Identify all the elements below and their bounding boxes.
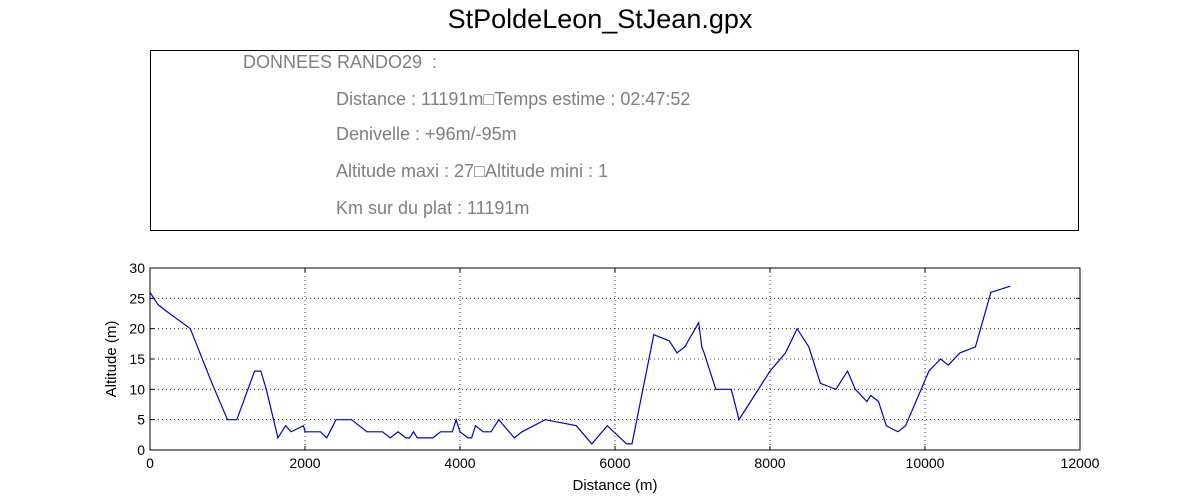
x-tick-label: 2000 — [289, 455, 320, 471]
chart-tick-labels: 0 2000 4000 6000 8000 10000 12000 0 5 10 15 20 25 30 — [129, 260, 1099, 471]
info-denivelle: Denivelle : +96m/-95m — [336, 124, 517, 144]
y-tick-label: 0 — [137, 442, 145, 458]
x-tick-label: 6000 — [599, 455, 630, 471]
x-tick-label: 10000 — [906, 455, 945, 471]
chart-grid — [150, 268, 1080, 450]
x-tick-label: 0 — [146, 455, 154, 471]
x-tick-label: 12000 — [1061, 455, 1100, 471]
y-tick-label: 10 — [129, 381, 145, 397]
info-km-plat: Km sur du plat : 11191m — [336, 198, 530, 218]
plot-frame — [149, 267, 1081, 451]
y-axis-label: Altitude (m) — [103, 321, 120, 398]
altitude-series-line — [149, 285, 1011, 445]
info-altitude: Altitude maxi : 27□Altitude mini : 1 — [336, 161, 608, 181]
x-tick-label: 4000 — [444, 455, 475, 471]
info-distance: Distance : 11191m□Temps estime : 02:47:5… — [336, 89, 691, 109]
x-tick-label: 8000 — [754, 455, 785, 471]
y-tick-label: 5 — [137, 412, 145, 428]
y-tick-label: 25 — [129, 290, 145, 306]
y-tick-label: 30 — [129, 260, 145, 276]
x-axis-label: Distance (m) — [572, 477, 657, 494]
y-tick-label: 20 — [129, 321, 145, 337]
page-title: StPoldeLeon_StJean.gpx — [447, 4, 753, 34]
info-box: DONNEES RANDO29 : Distance : 11191m□Temp… — [150, 50, 1079, 231]
info-heading: DONNEES RANDO29 : — [243, 52, 438, 72]
y-tick-label: 15 — [129, 351, 145, 367]
